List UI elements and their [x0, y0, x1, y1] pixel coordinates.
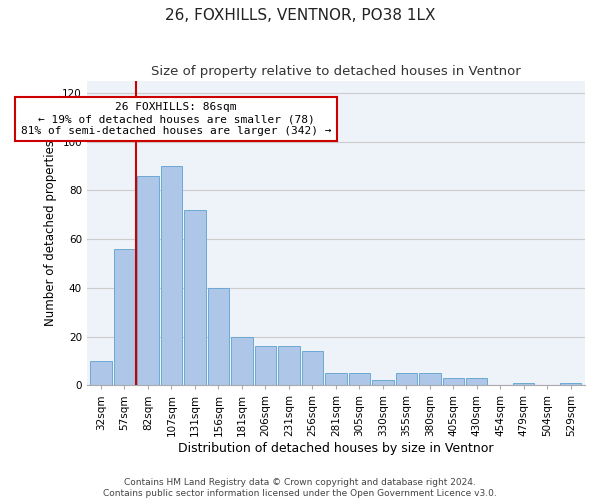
Bar: [514, 383, 535, 386]
Bar: [232, 336, 253, 386]
Bar: [91, 361, 112, 386]
Bar: [443, 378, 464, 386]
Text: 26, FOXHILLS, VENTNOR, PO38 1LX: 26, FOXHILLS, VENTNOR, PO38 1LX: [165, 8, 435, 22]
Bar: [184, 210, 206, 386]
Title: Size of property relative to detached houses in Ventnor: Size of property relative to detached ho…: [151, 65, 521, 78]
Bar: [255, 346, 276, 386]
Bar: [396, 373, 417, 386]
Bar: [325, 373, 347, 386]
Bar: [373, 380, 394, 386]
Bar: [137, 176, 158, 386]
Bar: [208, 288, 229, 386]
Bar: [161, 166, 182, 386]
Bar: [560, 383, 581, 386]
Bar: [278, 346, 299, 386]
Y-axis label: Number of detached properties: Number of detached properties: [44, 140, 57, 326]
Bar: [302, 351, 323, 386]
Bar: [114, 249, 135, 386]
X-axis label: Distribution of detached houses by size in Ventnor: Distribution of detached houses by size …: [178, 442, 494, 455]
Text: 26 FOXHILLS: 86sqm
← 19% of detached houses are smaller (78)
81% of semi-detache: 26 FOXHILLS: 86sqm ← 19% of detached hou…: [21, 102, 331, 136]
Text: Contains HM Land Registry data © Crown copyright and database right 2024.
Contai: Contains HM Land Registry data © Crown c…: [103, 478, 497, 498]
Bar: [419, 373, 440, 386]
Bar: [349, 373, 370, 386]
Bar: [466, 378, 487, 386]
